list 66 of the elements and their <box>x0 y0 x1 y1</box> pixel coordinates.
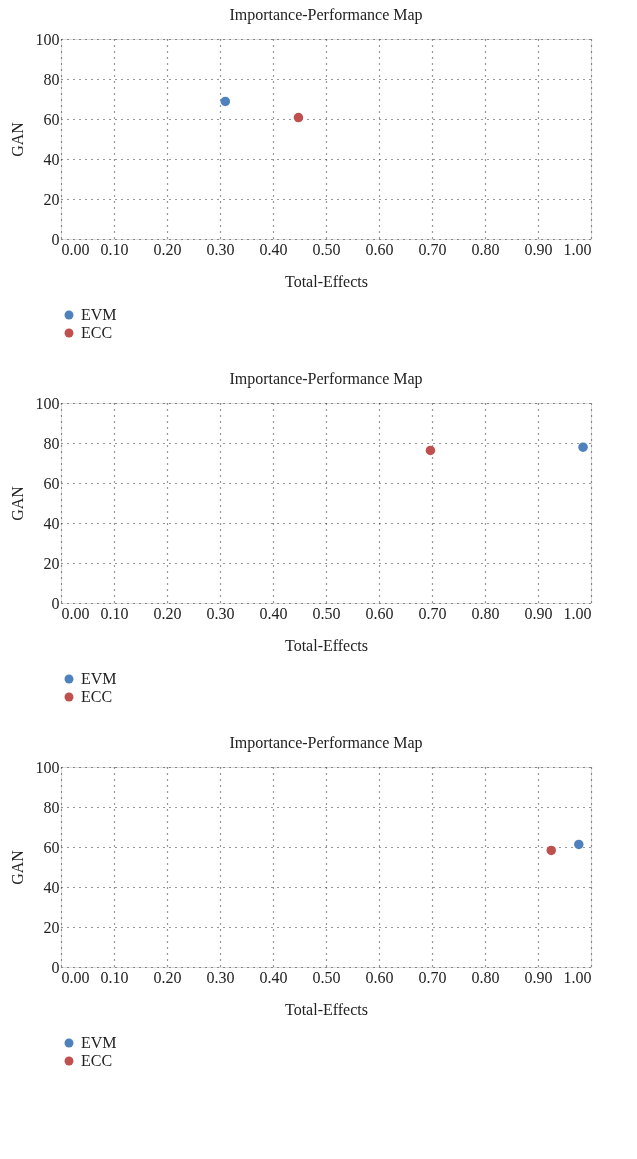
x-tick-label: 0.60 <box>365 604 394 622</box>
x-tick-label: 0.10 <box>100 604 129 622</box>
x-tick-label: 0.90 <box>524 240 553 258</box>
chart-title: Importance-Performance Map <box>229 6 423 24</box>
y-tick-label: 60 <box>43 110 60 128</box>
y-tick-label: 80 <box>43 434 60 452</box>
x-tick-label: 0.80 <box>471 604 500 622</box>
x-tick-label: 1.00 <box>563 968 592 986</box>
x-axis-title: Total-Effects <box>285 1000 368 1018</box>
x-tick-label: 0.30 <box>206 604 235 622</box>
x-tick-label: 0.90 <box>524 968 553 986</box>
x-tick-label: 0.10 <box>100 240 129 258</box>
x-tick-label: 0.60 <box>365 968 394 986</box>
y-tick-label: 80 <box>43 798 60 816</box>
x-tick-label: 0.00 <box>61 968 90 986</box>
x-tick-label: 0.10 <box>100 968 129 986</box>
y-tick-label: 20 <box>43 918 60 936</box>
y-axis-title: GAN <box>8 485 26 521</box>
y-tick-label: 60 <box>43 838 60 856</box>
y-tick-label: 20 <box>43 554 60 572</box>
x-tick-label: 0.00 <box>61 240 90 258</box>
x-tick-label: 0.40 <box>259 240 288 258</box>
y-tick-label: 80 <box>43 70 60 88</box>
y-tick-label: 60 <box>43 474 60 492</box>
y-tick-label: 40 <box>43 514 60 532</box>
y-tick-label: 100 <box>35 758 60 776</box>
x-axis-title: Total-Effects <box>285 636 368 654</box>
legend-label: EVM <box>81 670 117 687</box>
y-tick-label: 40 <box>43 878 60 896</box>
y-tick-label: 0 <box>51 958 60 976</box>
y-tick-label: 0 <box>51 594 60 612</box>
x-tick-label: 0.40 <box>259 604 288 622</box>
legend-label: ECC <box>81 688 113 705</box>
x-tick-label: 0.80 <box>471 968 500 986</box>
x-tick-label: 0.70 <box>418 240 447 258</box>
x-axis-title: Total-Effects <box>285 272 368 290</box>
y-tick-label: 40 <box>43 150 60 168</box>
x-tick-label: 0.70 <box>418 968 447 986</box>
y-tick-label: 100 <box>35 394 60 412</box>
x-tick-label: 0.50 <box>312 240 341 258</box>
x-tick-label: 0.20 <box>153 240 182 258</box>
legend-label: ECC <box>81 324 113 341</box>
x-tick-label: 0.80 <box>471 240 500 258</box>
x-tick-label: 0.20 <box>153 604 182 622</box>
x-tick-label: 0.70 <box>418 604 447 622</box>
x-tick-label: 0.00 <box>61 604 90 622</box>
y-tick-label: 100 <box>35 30 60 48</box>
x-tick-label: 0.40 <box>259 968 288 986</box>
x-tick-label: 0.20 <box>153 968 182 986</box>
legend-label: ECC <box>81 1052 113 1069</box>
legend-label: EVM <box>81 1034 117 1051</box>
x-tick-label: 0.90 <box>524 604 553 622</box>
x-tick-label: 0.50 <box>312 968 341 986</box>
x-tick-label: 0.30 <box>206 968 235 986</box>
x-tick-label: 0.30 <box>206 240 235 258</box>
y-axis-title: GAN <box>8 121 26 157</box>
y-tick-label: 0 <box>51 230 60 248</box>
y-axis-title: GAN <box>8 849 26 885</box>
legend-label: EVM <box>81 306 117 323</box>
x-tick-label: 1.00 <box>563 604 592 622</box>
x-tick-label: 0.60 <box>365 240 394 258</box>
x-tick-label: 0.50 <box>312 604 341 622</box>
y-tick-label: 20 <box>43 190 60 208</box>
x-tick-label: 1.00 <box>563 240 592 258</box>
chart-title: Importance-Performance Map <box>229 370 423 388</box>
chart-title: Importance-Performance Map <box>229 734 423 752</box>
